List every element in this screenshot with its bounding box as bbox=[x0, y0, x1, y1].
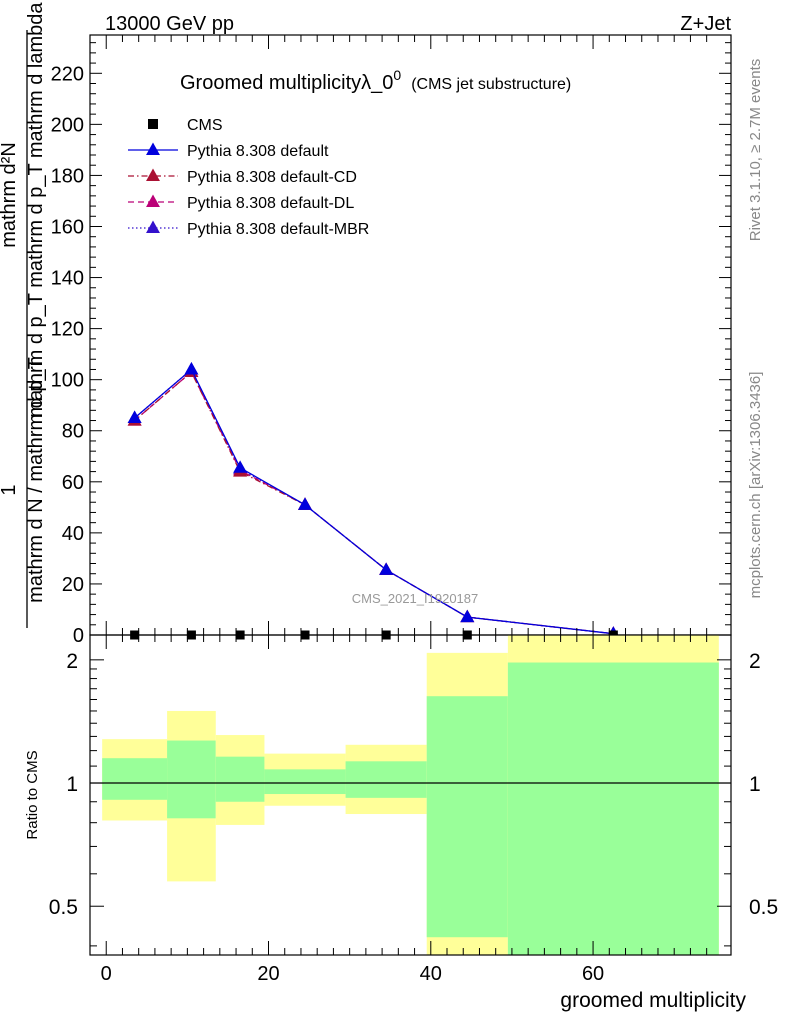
legend-label-0: Pythia 8.308 default bbox=[187, 143, 329, 160]
ratio-band-green bbox=[345, 761, 427, 798]
mcplots-label: mcplots.cern.ch [arXiv:1306.3436] bbox=[747, 372, 764, 599]
main-ytick-label: 140 bbox=[51, 268, 84, 290]
chart-title: Groomed multiplicityλ_00 (CMS jet substru… bbox=[180, 67, 571, 94]
xtick-label: 20 bbox=[257, 963, 279, 985]
main-ytick-label: 60 bbox=[62, 472, 84, 494]
main-plot-panel: 0 20 40 60 80 100 120 140 160 180 200 220 bbox=[51, 34, 732, 647]
main-y-axis-label: 1 mathrm d²N mathrm d p_T mathrm d p_T m… bbox=[0, 2, 47, 628]
y-label-denominator-2: mathrm d N / mathrm d p_T bbox=[25, 357, 47, 603]
rivet-label: Rivet 3.1.10, ≥ 2.7M events bbox=[747, 59, 764, 242]
x-axis-label: groomed multiplicity bbox=[560, 989, 746, 1012]
xtick-label: 40 bbox=[420, 963, 442, 985]
ratio-band-green bbox=[102, 758, 168, 800]
y-label-denominator-1: mathrm d p_T mathrm d p_T mathrm d lambd… bbox=[25, 2, 47, 418]
y-label-numerator: mathrm d²N bbox=[0, 142, 20, 248]
xtick-label: 60 bbox=[582, 963, 604, 985]
legend-marker-1 bbox=[146, 168, 160, 182]
ratio-band-green bbox=[167, 740, 216, 819]
ratio-ytick-label: 0.5 bbox=[49, 896, 78, 919]
ratio-plot-panel: 0.5 0.5 1 1 2 2 0 20 40 60 bbox=[49, 634, 778, 985]
series-point-0 bbox=[298, 497, 312, 510]
ratio-band-green bbox=[264, 769, 346, 795]
series-point-0 bbox=[379, 562, 394, 575]
chart-title-sup: 0 bbox=[393, 67, 401, 83]
main-ytick-label: 220 bbox=[51, 63, 84, 85]
ratio-ytick-label-right: 2 bbox=[749, 650, 761, 673]
series-point-0 bbox=[460, 609, 475, 623]
main-ytick-label: 20 bbox=[62, 574, 84, 596]
legend-marker-2 bbox=[146, 194, 160, 208]
ratio-band-green bbox=[215, 756, 265, 802]
series-point-0 bbox=[127, 410, 142, 424]
ratio-ytick-label: 1 bbox=[66, 773, 78, 796]
ratio-ytick-label-right: 0.5 bbox=[749, 896, 778, 919]
legend-marker-3 bbox=[146, 220, 160, 234]
header-process: Z+Jet bbox=[680, 13, 731, 35]
main-ytick-label: 120 bbox=[51, 319, 84, 341]
main-ytick-label: 80 bbox=[62, 421, 84, 443]
main-ytick-label: 180 bbox=[51, 165, 84, 187]
legend-label-2: Pythia 8.308 default-DL bbox=[187, 195, 354, 212]
series-point-0 bbox=[233, 460, 248, 473]
legend-label-3: Pythia 8.308 default-MBR bbox=[187, 221, 369, 238]
legend-marker-data bbox=[148, 119, 158, 129]
ratio-ytick-label: 2 bbox=[66, 650, 78, 673]
chart-title-sub: (CMS jet substructure) bbox=[411, 76, 571, 93]
y-label-one: 1 bbox=[0, 484, 20, 495]
ratio-plot-frame bbox=[89, 634, 732, 956]
ratio-ytick-label-right: 1 bbox=[749, 773, 761, 796]
main-ytick-label: 160 bbox=[51, 216, 84, 238]
chart-title-main: Groomed multiplicityλ_0 bbox=[180, 72, 393, 94]
xtick-label: 0 bbox=[101, 963, 112, 985]
legend-label-1: Pythia 8.308 default-CD bbox=[187, 169, 357, 186]
main-ytick-label: 0 bbox=[73, 625, 84, 647]
ratio-band-green bbox=[426, 696, 508, 938]
legend-marker-0 bbox=[146, 142, 160, 156]
series-point-0 bbox=[184, 362, 199, 375]
main-ytick-label: 200 bbox=[51, 114, 84, 136]
watermark-label: CMS_2021_I1920187 bbox=[352, 591, 479, 606]
ratio-band-green bbox=[507, 662, 719, 955]
header-energy: 13000 GeV pp bbox=[105, 13, 234, 35]
main-ytick-label: 40 bbox=[62, 523, 84, 545]
legend-label-data: CMS bbox=[187, 117, 223, 134]
ratio-y-axis-label: Ratio to CMS bbox=[24, 750, 41, 839]
main-ytick-label: 100 bbox=[51, 370, 84, 392]
legend: CMS Pythia 8.308 default Pythia 8.308 defa… bbox=[128, 117, 369, 238]
